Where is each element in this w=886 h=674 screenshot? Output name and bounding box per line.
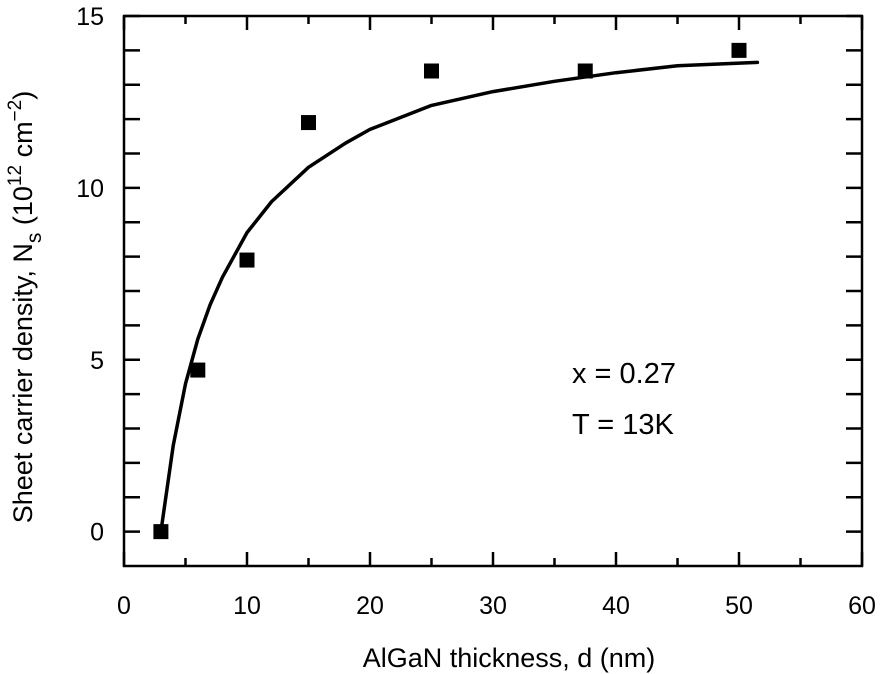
y-axis-title-unit-mid: cm [8,121,38,165]
y-tick-label: 0 [90,519,104,547]
fit-line [159,60,760,534]
x-tick-label: 40 [602,592,630,620]
y-axis-title-subscript: s [23,233,46,244]
plot-frame [122,14,864,568]
y-tick-label: 15 [76,3,104,31]
y-axis-title-unit-exp2: −2 [5,100,26,122]
x-tick-label: 20 [356,592,384,620]
tick-labels: 0 10 20 30 40 50 60 0 5 10 15 [76,3,876,620]
x-tick-label: 30 [479,592,507,620]
data-point [301,115,316,131]
data-point [153,524,169,540]
x-axis-title: AlGaN thickness, d (nm) [363,643,656,673]
x-tick-label: 60 [848,592,876,620]
data-point [731,42,747,58]
annotation-temperature: T = 13K [572,409,674,441]
x-tick-label: 10 [233,592,261,620]
y-axis-title-unit-close: ) [8,91,38,100]
data-point [424,63,439,79]
x-tick-label: 0 [117,592,131,620]
y-axis-title: Sheet carrier density, Ns (1012 cm−2) [5,91,46,523]
data-point [577,63,593,79]
data-point [190,362,206,378]
y-axis-title-unit-open: (10 [8,186,38,233]
data-markers [153,42,747,540]
y-tick-label: 5 [90,347,104,375]
y-axis-title-unit-exp: 12 [5,165,26,186]
y-tick-label: 10 [76,175,104,203]
data-point [239,252,255,268]
annotation-composition: x = 0.27 [572,358,676,390]
axis-ticks [122,14,864,566]
x-tick-label: 50 [725,592,753,620]
y-axis-title-main: Sheet carrier density, N [8,243,38,523]
